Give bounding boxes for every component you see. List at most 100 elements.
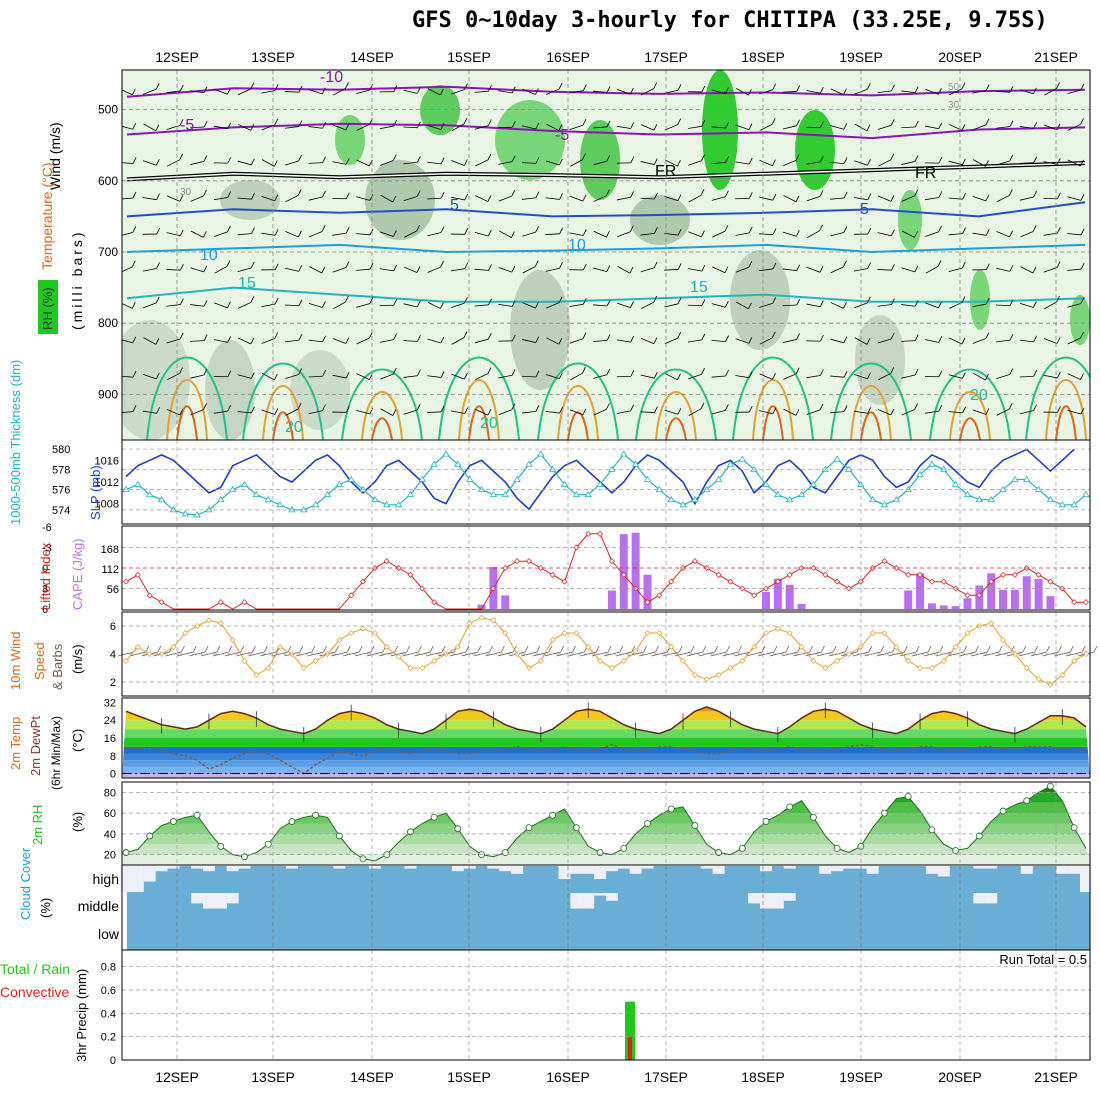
panel-frames bbox=[121, 69, 1091, 1061]
wind-barb-feather bbox=[274, 263, 279, 270]
cloud-high-bar bbox=[783, 866, 796, 869]
thickness-point bbox=[940, 465, 948, 472]
wind-barb bbox=[877, 304, 892, 307]
wind-barb bbox=[498, 195, 512, 202]
wind-barb bbox=[545, 233, 560, 235]
wind-barb-feather bbox=[724, 225, 729, 232]
wind-barb-feather bbox=[464, 372, 468, 380]
wind-barb-feather bbox=[132, 157, 137, 164]
surface-wind-barb-feather bbox=[726, 645, 730, 653]
lifted-index-point bbox=[917, 571, 924, 578]
surface-wind-barb-feather bbox=[1022, 645, 1027, 653]
wind-barb bbox=[593, 230, 607, 238]
wind-barb-feather bbox=[464, 228, 469, 235]
surface-wind-barb bbox=[603, 651, 621, 657]
cloud-background bbox=[127, 866, 1090, 950]
surface-wind-barb-feather bbox=[832, 645, 837, 653]
dewpoint-line bbox=[126, 743, 1087, 775]
lifted-index-point bbox=[217, 599, 224, 606]
surface-wind-barb bbox=[1030, 651, 1047, 657]
thickness-tick-label: 576 bbox=[52, 485, 70, 497]
cloud-high-bar bbox=[463, 866, 476, 869]
date-label-bottom: 16SEP bbox=[546, 1069, 590, 1085]
wind-barb-feather bbox=[772, 228, 777, 235]
cape-bar bbox=[999, 589, 1008, 609]
wind-barb bbox=[641, 301, 654, 309]
wind-barb bbox=[854, 373, 868, 380]
thickness-point bbox=[987, 495, 995, 503]
cloud-high-bar bbox=[285, 866, 298, 869]
wind-barb bbox=[996, 339, 1011, 343]
rh-point bbox=[454, 825, 462, 833]
wind-speed-point bbox=[490, 617, 497, 624]
cloud-high-bar bbox=[1020, 866, 1033, 874]
wind-barb-feather bbox=[891, 84, 895, 92]
surface-wind-barb-feather bbox=[927, 645, 932, 653]
wind-barb-feather bbox=[630, 122, 635, 129]
temperature-bands bbox=[122, 706, 1090, 778]
rh-point bbox=[241, 853, 248, 861]
lifted-index-point bbox=[573, 544, 580, 551]
date-label-top: 15SEP bbox=[447, 49, 491, 65]
surface-wind-barb-feather bbox=[975, 645, 979, 653]
isotherm-20-line bbox=[1025, 356, 1090, 440]
wind-barb-feather bbox=[511, 334, 516, 342]
wind-barb bbox=[427, 375, 442, 378]
thickness-point bbox=[525, 460, 533, 467]
wind-barb-feather bbox=[701, 230, 705, 237]
wind-barb bbox=[237, 411, 252, 414]
surface-wind-barb-feather bbox=[1081, 645, 1086, 653]
wind-barb-feather bbox=[1056, 123, 1061, 131]
isotherm-20-line bbox=[732, 356, 814, 440]
wind-barb bbox=[143, 337, 157, 345]
wind-speed-point bbox=[585, 644, 592, 650]
wind-speed-point bbox=[703, 676, 710, 683]
wind-barb bbox=[380, 160, 394, 166]
cape-bar bbox=[963, 598, 972, 609]
rh-point bbox=[975, 832, 983, 840]
wind-barb-feather bbox=[654, 227, 658, 234]
wind-barb bbox=[640, 197, 655, 200]
wind-barb bbox=[214, 88, 228, 95]
wind-barb bbox=[877, 195, 892, 202]
wind-barb bbox=[641, 88, 654, 96]
surface-wind-barb-feather bbox=[418, 645, 422, 653]
cloud-middle-bar bbox=[760, 893, 772, 909]
thickness-point bbox=[537, 450, 545, 457]
surface-wind-barb bbox=[769, 651, 786, 657]
surface-wind-barb-feather bbox=[915, 645, 920, 653]
wind-barb bbox=[308, 196, 323, 201]
wind-barb bbox=[332, 374, 347, 379]
surface-wind-barb-feather bbox=[394, 645, 399, 653]
wind-barb-feather bbox=[298, 230, 302, 238]
wind-barb-feather bbox=[1009, 368, 1014, 375]
thickness-point bbox=[975, 495, 984, 503]
wind-barb bbox=[498, 409, 512, 416]
wind-barb bbox=[759, 268, 773, 272]
surface-wind-barb-feather bbox=[619, 645, 624, 653]
wind-barb-feather bbox=[914, 403, 919, 410]
wind-barb-feather bbox=[938, 370, 943, 377]
wind-barb-feather bbox=[322, 156, 326, 163]
wind-barb bbox=[712, 266, 726, 274]
wind-speed-point bbox=[395, 653, 402, 660]
wind-barb bbox=[972, 195, 987, 202]
cape-bar bbox=[797, 604, 806, 609]
wind-barb bbox=[427, 301, 441, 309]
wind-barb bbox=[570, 372, 583, 381]
wind-barb bbox=[617, 231, 631, 238]
wind-barb-feather bbox=[488, 298, 492, 305]
thickness-point bbox=[217, 495, 225, 503]
thickness-point bbox=[442, 450, 450, 457]
wind-barb-feather bbox=[155, 159, 160, 166]
thickness-point bbox=[134, 480, 142, 487]
wind-barb-feather bbox=[985, 194, 990, 202]
wind-barb bbox=[783, 408, 797, 416]
wind-barb-feather bbox=[1057, 192, 1061, 199]
surface-wind-barb-feather bbox=[240, 645, 245, 653]
wind-barb-feather bbox=[369, 194, 374, 201]
wind-barb bbox=[901, 304, 916, 307]
thickness-point bbox=[300, 506, 308, 513]
wind-barb-feather bbox=[724, 190, 729, 197]
wind-barb-feather bbox=[867, 372, 871, 380]
